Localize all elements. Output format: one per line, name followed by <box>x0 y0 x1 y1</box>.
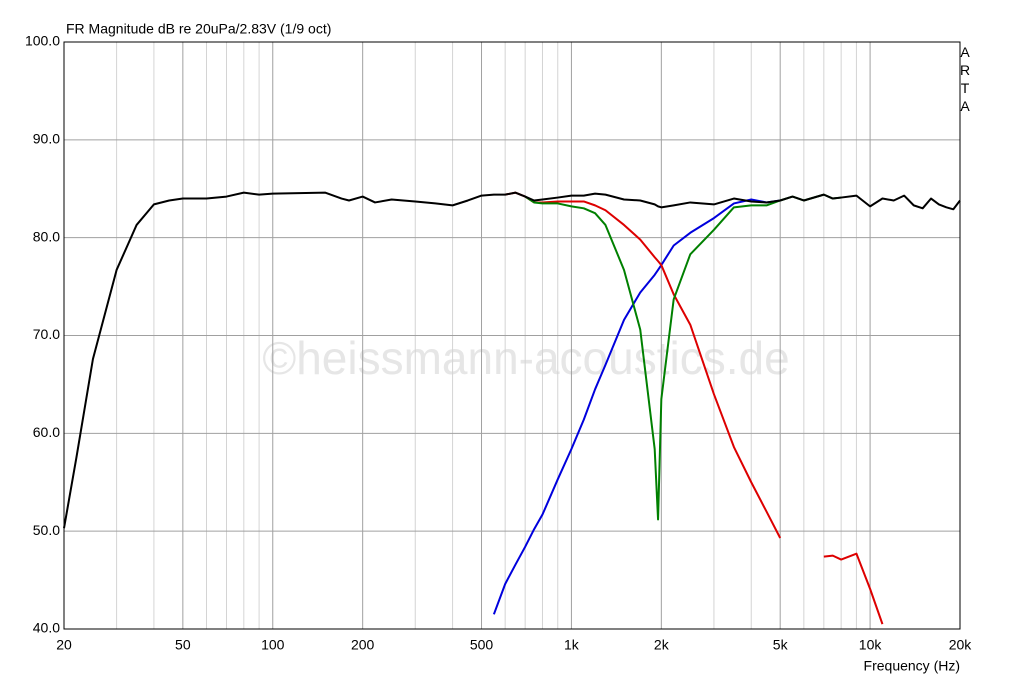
grid <box>63 41 961 630</box>
plot-frame <box>63 41 961 630</box>
y-tick-label: 90.0 <box>33 131 60 147</box>
x-tick-label: 500 <box>470 637 494 653</box>
x-tick-label: 50 <box>175 637 191 653</box>
y-tick-label: 60.0 <box>33 424 60 440</box>
plot-lines <box>63 191 961 625</box>
series-line <box>504 191 884 625</box>
x-tick-label: 1k <box>564 637 580 653</box>
y-tick-label: 40.0 <box>33 620 60 636</box>
chart-title: FR Magnitude dB re 20uPa/2.83V (1/9 oct) <box>66 21 331 37</box>
series-line <box>492 198 781 615</box>
x-tick-label: 20 <box>56 637 72 653</box>
x-axis-label: Frequency (Hz) <box>864 658 960 674</box>
y-tick-label: 100.0 <box>25 33 60 49</box>
y-tick-label: 50.0 <box>33 522 60 538</box>
side-label: ARTA <box>957 44 973 116</box>
x-tick-label: 200 <box>351 637 375 653</box>
y-tick-label: 70.0 <box>33 326 60 342</box>
y-tick-label: 80.0 <box>33 228 60 244</box>
x-tick-label: 2k <box>654 637 670 653</box>
watermark: ©heissmann-acoustics.de <box>262 332 789 384</box>
x-tick-label: 20k <box>949 637 973 653</box>
x-tick-label: 5k <box>773 637 789 653</box>
x-tick-label: 100 <box>261 637 285 653</box>
x-tick-label: 10k <box>859 637 883 653</box>
series-line <box>63 191 961 529</box>
